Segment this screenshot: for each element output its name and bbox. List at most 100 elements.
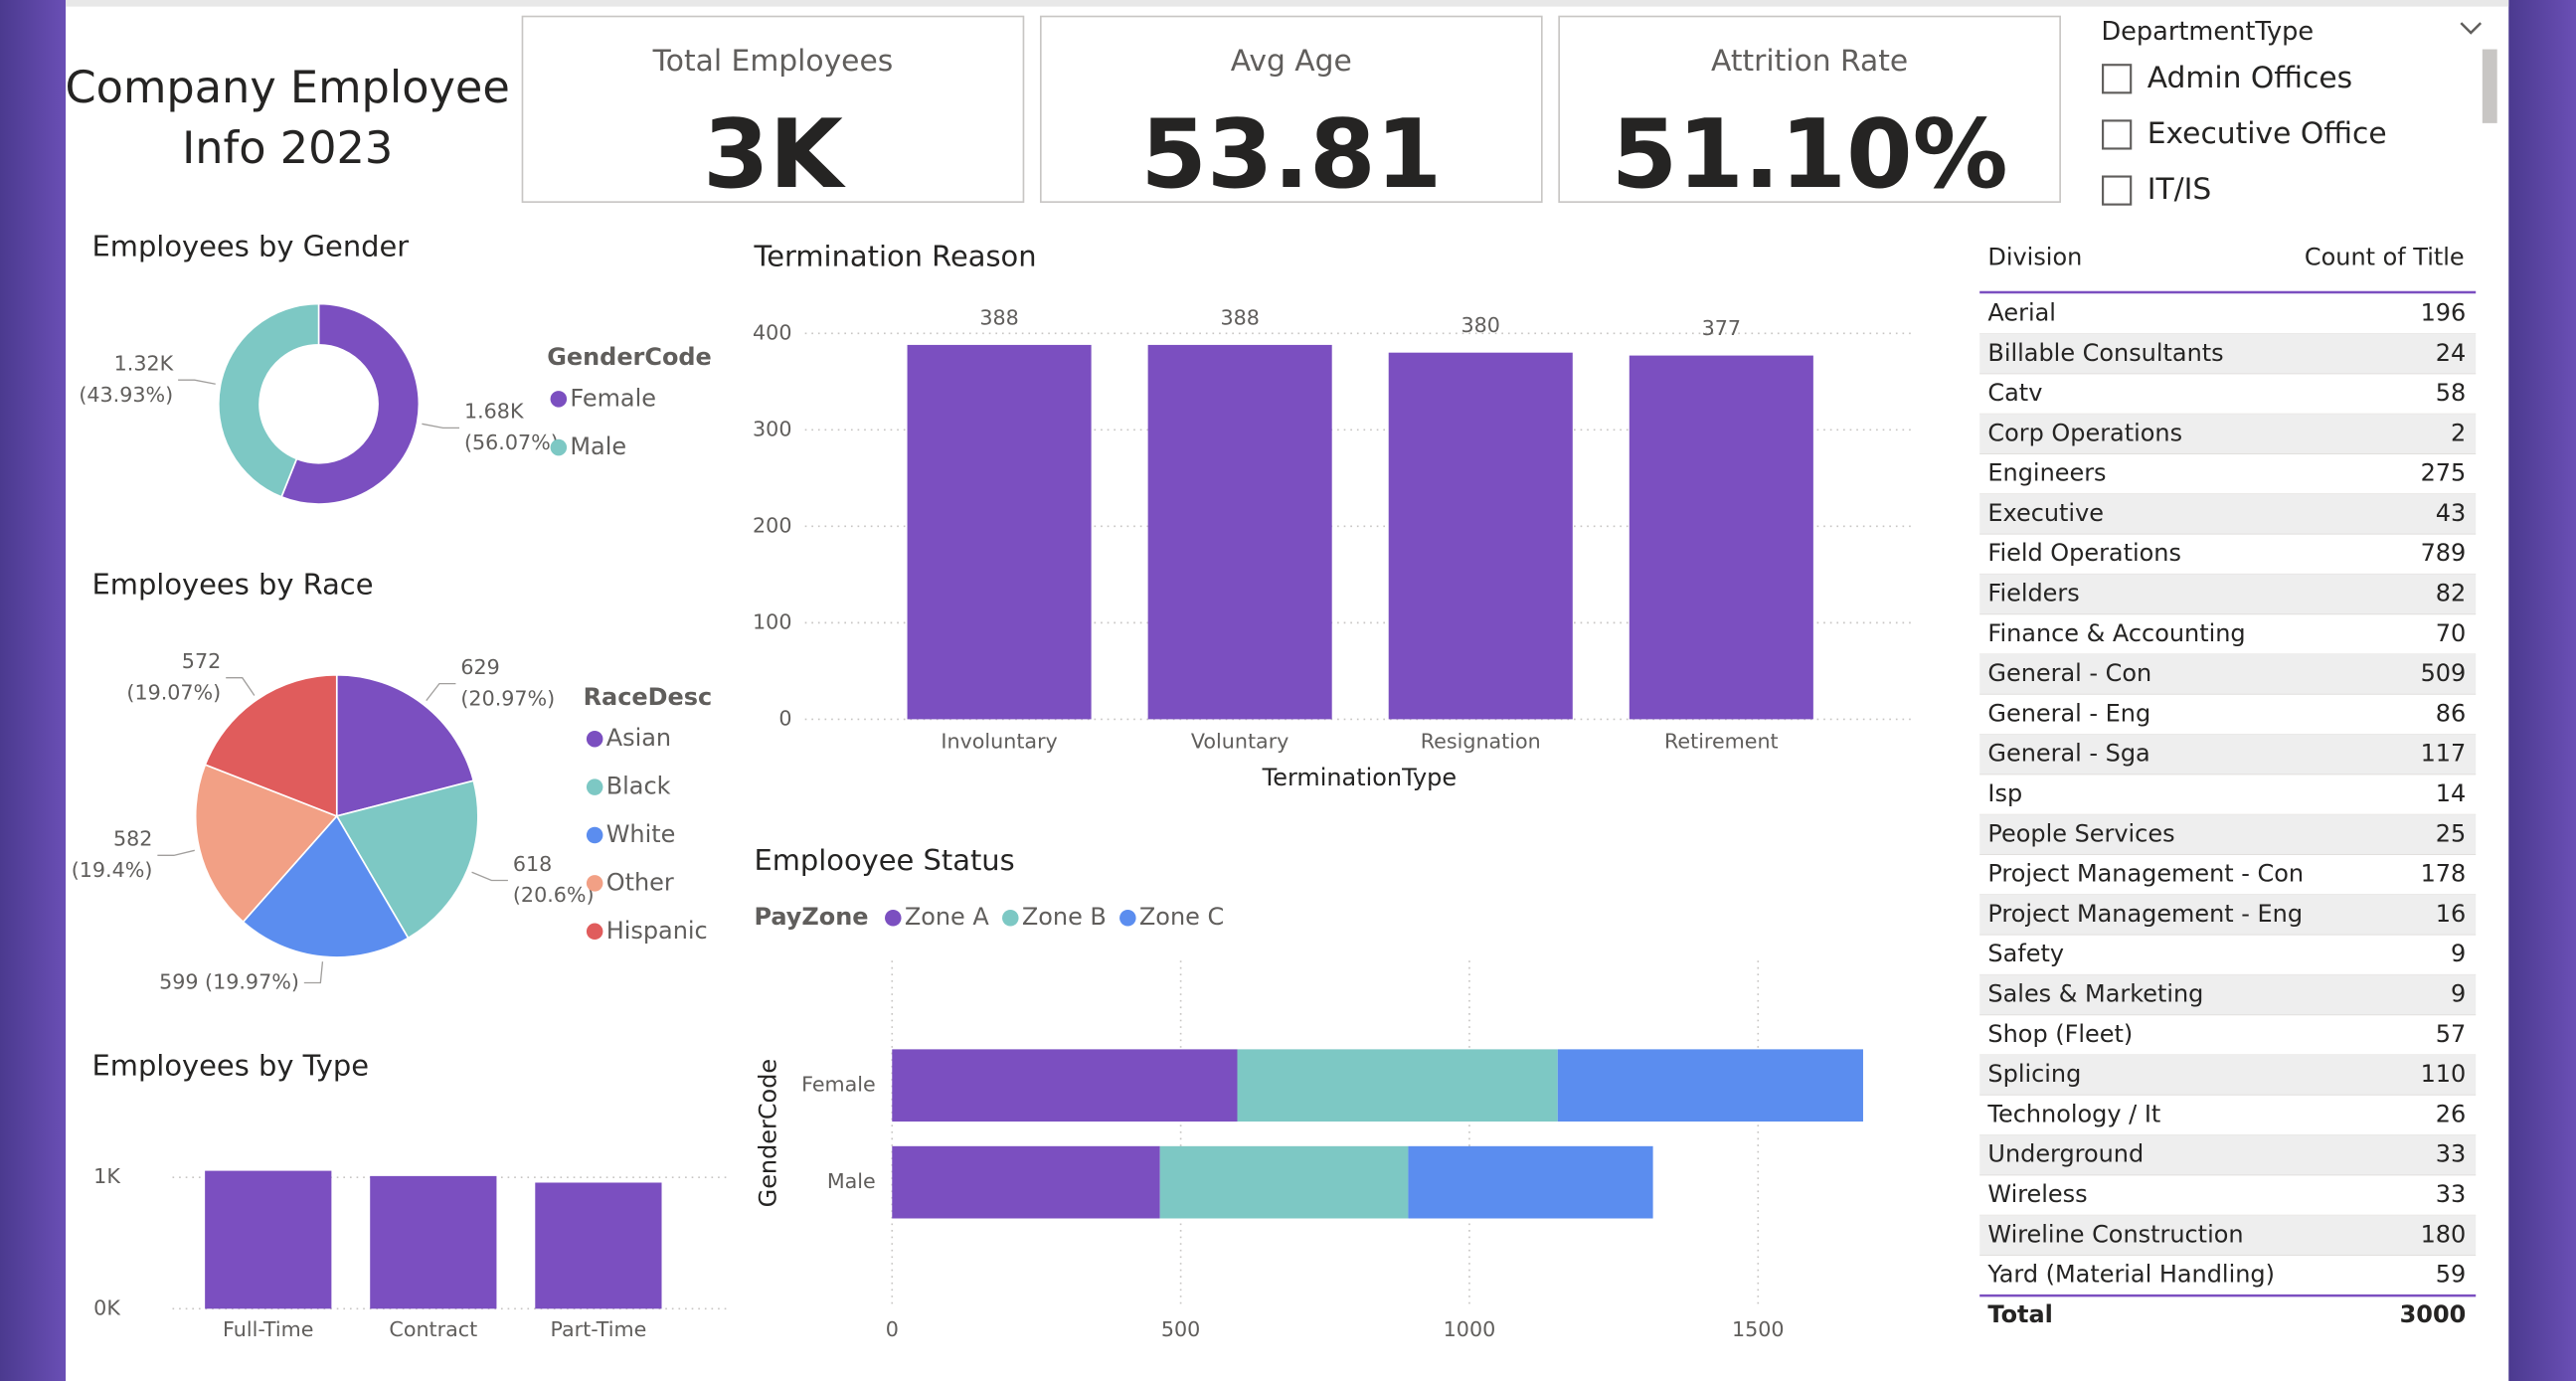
leader-line: [178, 379, 216, 385]
legend-label[interactable]: Male: [570, 432, 626, 460]
x-tick-label: Voluntary: [1191, 730, 1289, 754]
data-label: 377: [1702, 316, 1741, 340]
card-value: 3K: [703, 98, 847, 210]
checkbox[interactable]: [2102, 119, 2133, 150]
x-tick-label: Involuntary: [941, 730, 1057, 754]
bar-segment[interactable]: [892, 1049, 1238, 1122]
row-band: [1979, 333, 2477, 374]
slice: [242, 814, 410, 958]
cell: General - Eng: [1987, 699, 2150, 727]
cell: 24: [2436, 339, 2466, 367]
cell: 58: [2436, 379, 2466, 407]
row-band: [1979, 574, 2477, 614]
y-tick-label: 1K: [93, 1164, 120, 1188]
legend-label[interactable]: Zone C: [1139, 903, 1224, 931]
row-band: [1979, 814, 2477, 855]
cell: Wireline Construction: [1987, 1220, 2243, 1248]
legend-label[interactable]: Asian: [606, 724, 671, 752]
legend-label[interactable]: Female: [570, 384, 656, 412]
x-tick-label: Resignation: [1421, 730, 1541, 754]
leader-line: [157, 849, 195, 857]
legend-marker: [586, 923, 603, 941]
chart-title: Employees by Gender: [92, 229, 410, 262]
cell: Project Management - Con: [1987, 860, 2304, 888]
dashboard-title: Info 2023: [182, 122, 393, 174]
chart-title: Employees by Type: [92, 1049, 370, 1083]
bar-segment[interactable]: [1159, 1145, 1409, 1219]
x-axis-title: TerminationType: [1262, 764, 1457, 791]
cell: 16: [2436, 900, 2466, 928]
legend-label[interactable]: Black: [606, 773, 671, 800]
x-tick-label: 500: [1161, 1317, 1200, 1341]
cell: Executive: [1987, 499, 2104, 527]
legend-label[interactable]: White: [606, 820, 676, 848]
bar[interactable]: [205, 1170, 332, 1309]
leader-line: [226, 677, 256, 696]
legend-marker: [1002, 909, 1019, 927]
bar-segment[interactable]: [1557, 1049, 1863, 1122]
legend-label[interactable]: Zone A: [905, 903, 990, 931]
cell: 180: [2421, 1220, 2467, 1248]
data-label: 1.68K: [464, 400, 524, 424]
cell: Catv: [1987, 379, 2042, 407]
legend-label[interactable]: Other: [606, 868, 674, 896]
slicer[interactable]: DepartmentType Admin Offices Executive Of…: [2101, 17, 2497, 207]
bar[interactable]: [1388, 352, 1573, 720]
slice: [335, 673, 475, 817]
bar-segment[interactable]: [1237, 1049, 1558, 1122]
cell: General - Con: [1987, 659, 2151, 687]
cell: 57: [2436, 1020, 2466, 1048]
bar-segment[interactable]: [1408, 1145, 1653, 1219]
column-header: Count of Title: [2305, 243, 2465, 270]
data-label: (19.4%): [72, 858, 153, 882]
bar[interactable]: [535, 1182, 662, 1309]
slice: [204, 673, 338, 818]
legend-label[interactable]: Hispanic: [606, 917, 708, 945]
cell: 59: [2436, 1261, 2466, 1289]
legend-label[interactable]: Zone B: [1022, 903, 1107, 931]
legend-title: RaceDesc: [584, 683, 713, 711]
checkbox[interactable]: [2102, 175, 2133, 206]
cell: People Services: [1987, 819, 2174, 847]
row-band: [1979, 894, 2477, 936]
chart-title: Emplooyee Status: [754, 843, 1014, 877]
data-label: (19.07%): [126, 680, 221, 704]
leader-line: [422, 423, 460, 430]
x-tick-label: Part-Time: [550, 1317, 646, 1341]
cell: Yard (Material Handling): [1986, 1261, 2275, 1289]
chevron[interactable]: [2460, 22, 2483, 35]
bar[interactable]: [370, 1175, 497, 1309]
slicer-title: DepartmentType: [2101, 17, 2314, 47]
cell: Engineers: [1987, 459, 2106, 487]
bar[interactable]: [907, 344, 1092, 720]
slicer-item[interactable]: Admin Offices: [2147, 61, 2352, 95]
card-value: 53.81: [1140, 98, 1442, 210]
data-label: (20.6%): [513, 883, 595, 907]
bar[interactable]: [1629, 355, 1813, 720]
slicer-item[interactable]: Executive Office: [2147, 116, 2387, 151]
legend-marker: [885, 909, 902, 927]
total-label: Total: [1987, 1300, 2052, 1328]
scrollbar[interactable]: [2482, 49, 2497, 123]
cell: 178: [2421, 860, 2467, 888]
chart-title: Employees by Race: [92, 568, 374, 602]
slice: [194, 764, 339, 924]
cell: 9: [2451, 940, 2466, 967]
dashboard-title: Company Employee: [66, 62, 510, 113]
bar[interactable]: [1147, 344, 1332, 720]
legend-marker: [586, 778, 603, 795]
slicer-item[interactable]: IT/IS: [2147, 172, 2212, 207]
cell: Field Operations: [1987, 539, 2181, 567]
legend-marker: [550, 391, 568, 408]
checkbox[interactable]: [2102, 64, 2133, 94]
bar-segment[interactable]: [892, 1145, 1160, 1219]
leader-line: [303, 961, 324, 984]
cell: Billable Consultants: [1987, 339, 2223, 367]
cell: 86: [2436, 699, 2466, 727]
card: [1039, 15, 1543, 203]
cell: 33: [2436, 1140, 2466, 1168]
cell: Splicing: [1987, 1060, 2081, 1088]
cell: Aerial: [1987, 298, 2056, 326]
cell: 26: [2436, 1100, 2466, 1127]
